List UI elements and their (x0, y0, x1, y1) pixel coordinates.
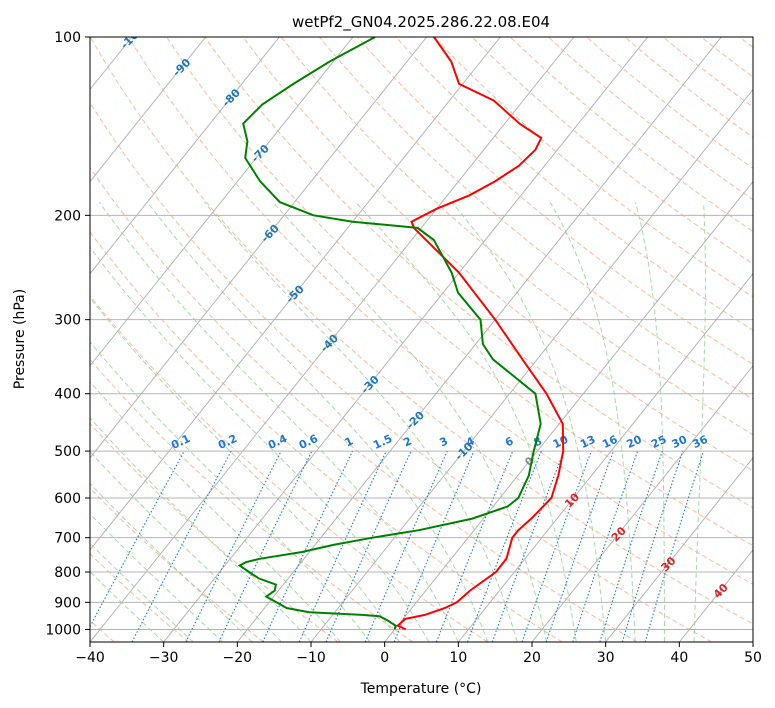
moist-adiabat-line (90, 296, 400, 642)
moist-adiabat-line (90, 341, 371, 642)
moist-adiabat-line (146, 201, 489, 642)
isotherm-line (90, 37, 428, 459)
moist-adiabat-line (355, 201, 577, 642)
x-tick-label: 30 (597, 650, 615, 666)
moist-adiabat-line (272, 201, 548, 642)
moist-adiabat-line (549, 201, 636, 642)
y-tick-label: 900 (54, 595, 81, 611)
moist-adiabat-line (90, 380, 341, 642)
isotherm-line (90, 37, 207, 183)
dry-adiabat-line (357, 37, 753, 365)
dewpoint-trace (237, 37, 542, 630)
moist-adiabat-line (90, 417, 312, 642)
y-tick-label: 1000 (45, 622, 81, 638)
x-axis-ticks: −40 −30 −20 −10 0 10 20 30 40 50 (75, 642, 762, 666)
dry-adiabat-line (90, 358, 414, 642)
dry-adiabat-line (204, 37, 753, 509)
dry-adiabat-line (242, 37, 753, 472)
x-tick-label: 20 (523, 650, 541, 666)
moist-adiabat-line (204, 201, 518, 642)
isotherm-line (163, 37, 649, 642)
isotherm-line (384, 180, 753, 642)
mixing-ratio-label: 13 (578, 433, 597, 451)
x-axis-label: Temperature (°C) (360, 681, 482, 697)
y-axis-label: Pressure (hPa) (12, 289, 28, 389)
dry-adiabat-line (166, 37, 753, 547)
y-tick-label: 600 (54, 491, 81, 507)
sounding-traces (237, 37, 565, 631)
dry-adiabat-line (90, 422, 339, 642)
isotherm-line (90, 37, 575, 642)
mixing-ratio-label: 20 (624, 433, 644, 451)
dry-adiabat-line (395, 37, 753, 331)
dry-adiabat-line (90, 231, 563, 642)
x-tick-label: 0 (380, 650, 389, 666)
y-tick-label: 300 (54, 313, 81, 329)
y-tick-label: 200 (54, 208, 81, 224)
dry-adiabat-line (128, 37, 753, 585)
y-tick-label: 700 (54, 531, 81, 547)
moist-adiabat-line (451, 201, 607, 642)
mixing-ratio-label: 16 (600, 433, 620, 451)
moist-adiabat-line (90, 482, 253, 642)
chart-title: wetPf2_GN04.2025.286.22.08.E04 (292, 13, 550, 32)
y-tick-label: 800 (54, 565, 81, 581)
y-axis-ticks: 100 200 300 400 500 600 700 800 900 1000 (45, 30, 90, 638)
mixing-ratio-line (131, 450, 232, 642)
isotherm-line (90, 37, 501, 551)
x-tick-label: −20 (223, 650, 253, 666)
dry-adiabat-line (90, 166, 638, 642)
plot-background (90, 37, 753, 642)
mixing-ratio-line (644, 450, 705, 642)
mixing-ratio-line (364, 450, 448, 642)
mixing-ratio-line (491, 450, 565, 642)
dry-adiabat-line (90, 294, 488, 642)
moist-adiabat-line (98, 201, 459, 642)
isotherm-line (531, 364, 753, 642)
plot-frame (89, 36, 754, 643)
temperature-trace (396, 37, 565, 631)
mixing-ratio-line (435, 450, 514, 642)
moist-adiabat-line (90, 246, 430, 642)
dry-adiabat-line (90, 37, 753, 625)
mixing-ratio-line (545, 450, 614, 642)
isotherm-line (457, 272, 753, 642)
mixing-ratio-label: 10 (551, 433, 571, 451)
dry-adiabat-line (90, 487, 264, 642)
x-tick-label: −30 (149, 650, 179, 666)
mixing-ratio-line (262, 450, 353, 642)
mixing-ratio-line (90, 450, 185, 628)
mixing-ratio-label: 36 (690, 433, 710, 451)
isotherm-line (236, 37, 722, 642)
mixing-ratio-line (218, 450, 313, 642)
x-tick-label: 10 (449, 650, 467, 666)
dry-adiabat-line (319, 37, 753, 400)
x-tick-label: −10 (296, 650, 326, 666)
y-tick-label: 100 (54, 30, 81, 46)
isotherm-line (90, 37, 280, 275)
isotherm-line (605, 457, 753, 642)
mixing-ratio-label: 30 (670, 433, 690, 451)
isotherm-line (90, 37, 354, 367)
dry-adiabat-line (90, 101, 712, 642)
y-tick-label: 500 (54, 444, 81, 460)
grid-layer (90, 37, 753, 642)
mixing-ratio-line (466, 450, 542, 642)
x-tick-label: 50 (744, 650, 762, 666)
y-tick-label: 400 (54, 387, 81, 403)
mixing-ratio-label: 25 (649, 433, 668, 451)
mixing-ratio-line (521, 450, 592, 642)
moist-adiabat-line (90, 450, 282, 642)
isotherm-line (310, 88, 753, 642)
dry-adiabat-line (548, 37, 753, 201)
mixing-ratio-line (393, 450, 475, 642)
mixing-ratio-line (185, 450, 282, 642)
dry-adiabat-line (471, 37, 753, 265)
x-tick-label: 40 (670, 650, 688, 666)
x-tick-label: −40 (75, 650, 105, 666)
